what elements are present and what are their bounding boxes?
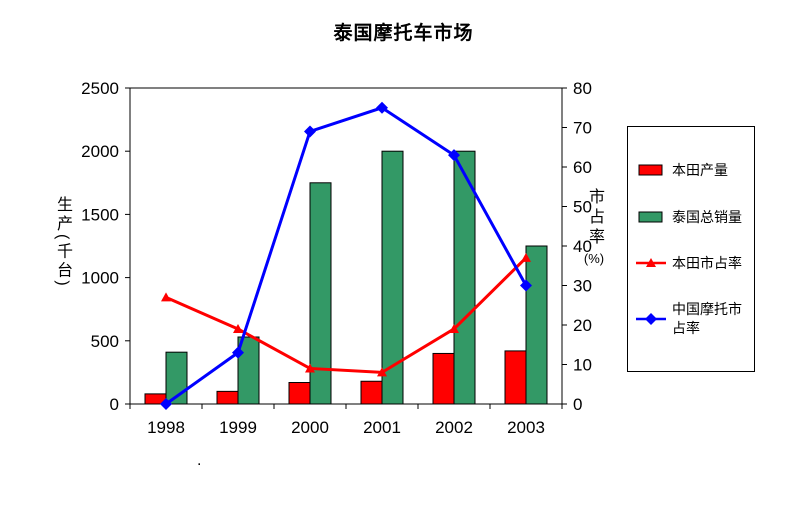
legend-item-1: 泰国总销量 xyxy=(636,208,746,226)
bar-本田产量-2003 xyxy=(504,350,527,405)
stray-dot: . xyxy=(197,452,202,469)
line-本田市占率 xyxy=(165,256,528,374)
legend-bar-icon xyxy=(638,211,663,223)
x-axis-label: 2002 xyxy=(435,418,473,437)
left-axis-tick-label: 2500 xyxy=(81,79,119,98)
diamond-marker-中国摩托市占率-1999 xyxy=(232,346,244,359)
diamond-marker-中国摩托市占率-1998 xyxy=(160,398,172,410)
right-axis-tick-label: 80 xyxy=(573,79,592,98)
triangle-marker-本田市占率-1999 xyxy=(233,323,243,333)
bar-泰国总销量-2002 xyxy=(453,150,476,405)
legend-label-3: 中国摩托市占率 xyxy=(672,301,742,336)
bar-本田产量-1999 xyxy=(216,390,239,405)
bar-泰国总销量-2001 xyxy=(381,150,404,405)
bar-本田产量-2000 xyxy=(288,382,311,405)
bar-泰国总销量-2000 xyxy=(309,182,332,405)
triangle-marker-本田市占率-1998 xyxy=(161,292,171,302)
plot-area xyxy=(129,87,563,405)
left-axis-tick-label: 2000 xyxy=(81,142,119,161)
legend-item-3: 中国摩托市占率 xyxy=(636,300,746,336)
line-中国摩托市占率 xyxy=(165,106,528,406)
diamond-marker-中国摩托市占率-2001 xyxy=(376,101,388,114)
legend-label-0: 本田产量 xyxy=(672,162,728,179)
bar-本田产量-2002 xyxy=(432,352,455,405)
legend: 本田产量泰国总销量本田市占率中国摩托市占率 xyxy=(627,126,755,372)
right-axis-tick-label: 60 xyxy=(573,158,592,177)
x-axis-label: 2003 xyxy=(507,418,545,437)
legend-bar-icon xyxy=(638,164,663,176)
triangle-marker-本田市占率-2003 xyxy=(521,252,531,262)
x-axis-label: 1999 xyxy=(219,418,257,437)
right-axis-tick-label: 0 xyxy=(573,395,582,414)
legend-label-2: 本田市占率 xyxy=(672,254,742,271)
right-axis-tick-label: 40 xyxy=(573,237,592,256)
right-axis-unit: (%) xyxy=(583,251,605,266)
bar-泰国总销量-2003 xyxy=(525,245,548,405)
right-axis-tick-label: 20 xyxy=(573,316,592,335)
chart-title: 泰国摩托车市场 xyxy=(333,23,474,44)
left-axis-tick-label: 0 xyxy=(110,395,119,414)
legend-triangle-icon xyxy=(636,258,666,268)
legend-item-0: 本田产量 xyxy=(636,161,746,179)
bar-本田产量-2001 xyxy=(360,380,383,405)
triangle-marker-本田市占率-2001 xyxy=(377,367,387,377)
triangle-marker-本田市占率-2002 xyxy=(449,323,459,333)
triangle-marker-本田市占率-2000 xyxy=(305,363,315,373)
x-axis-label: 2000 xyxy=(291,418,329,437)
right-axis-tick-label: 10 xyxy=(573,356,592,375)
diamond-marker-中国摩托市占率-2000 xyxy=(304,125,316,138)
left-axis-tick-label: 1500 xyxy=(81,205,119,224)
legend-diamond-icon xyxy=(636,312,666,325)
diamond-marker-中国摩托市占率-2003 xyxy=(520,279,532,292)
right-axis-tick-label: 70 xyxy=(573,119,592,138)
right-axis-tick-label: 50 xyxy=(573,198,592,217)
left-axis-title: 生产(千台) xyxy=(54,196,71,289)
legend-item-2: 本田市占率 xyxy=(636,254,746,272)
x-axis-label: 1998 xyxy=(147,418,185,437)
x-axis-label: 2001 xyxy=(363,418,401,437)
left-axis-tick-label: 1000 xyxy=(81,269,119,288)
right-axis-tick-label: 30 xyxy=(573,277,592,296)
legend-label-1: 泰国总销量 xyxy=(672,208,742,225)
left-axis-tick-label: 500 xyxy=(91,332,119,351)
right-axis-title-text: 市占率 xyxy=(586,188,603,248)
diamond-marker-中国摩托市占率-2002 xyxy=(448,149,460,162)
bar-泰国总销量-1999 xyxy=(237,336,260,405)
right-axis-title: 市占率 (%) xyxy=(582,188,606,266)
